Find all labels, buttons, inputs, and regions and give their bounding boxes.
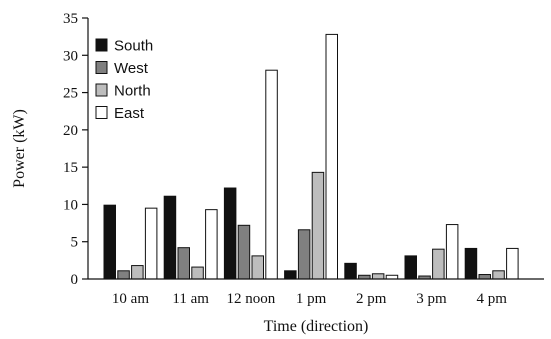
bar-east-2 xyxy=(265,69,278,280)
y-tick-label: 20 xyxy=(63,123,78,139)
y-tick-label: 15 xyxy=(63,160,78,176)
legend-swatch-north xyxy=(95,83,108,97)
bar-north-6 xyxy=(492,270,505,280)
x-tick-label: 11 am xyxy=(172,291,209,307)
bar-west-6 xyxy=(478,274,491,280)
x-tick-label: 12 noon xyxy=(226,291,275,307)
bar-south-5 xyxy=(404,255,417,280)
x-tick-label: 1 pm xyxy=(296,291,327,307)
legend-label-south: South xyxy=(114,38,153,55)
x-axis-title: Time (direction) xyxy=(264,318,369,335)
bar-north-3 xyxy=(311,171,325,280)
bar-east-3 xyxy=(325,33,338,280)
x-tick-label: 2 pm xyxy=(356,291,387,307)
bar-east-1 xyxy=(205,209,218,280)
legend-swatch-east xyxy=(95,106,108,119)
y-axis-ticks: 0 5 10 15 20 25 30 35 xyxy=(63,11,88,288)
y-tick-label: 25 xyxy=(63,86,78,102)
x-tick-label: 10 am xyxy=(112,291,149,307)
bar-north-5 xyxy=(432,248,445,280)
legend-swatch-west xyxy=(95,61,108,74)
legend-label-east: East xyxy=(114,105,145,122)
bar-south-3 xyxy=(284,270,297,280)
y-tick-label: 30 xyxy=(63,48,78,64)
y-tick-label: 5 xyxy=(71,235,79,251)
legend-label-north: North xyxy=(114,83,151,100)
y-tick-label: 35 xyxy=(63,11,78,27)
bar-west-1 xyxy=(177,247,190,280)
bar-east-6 xyxy=(506,247,519,280)
y-tick-label: 0 xyxy=(71,272,79,288)
bar-south-4 xyxy=(344,262,357,280)
legend: South West North East xyxy=(95,38,153,122)
bar-south-0 xyxy=(103,204,116,280)
x-tick-label: 4 pm xyxy=(476,291,507,307)
bar-east-5 xyxy=(445,224,459,280)
bar-north-0 xyxy=(131,265,144,280)
y-axis-title: Power (kW) xyxy=(11,109,28,188)
bar-east-0 xyxy=(144,207,158,280)
legend-label-west: West xyxy=(114,60,149,77)
bar-west-0 xyxy=(117,270,130,280)
bar-south-1 xyxy=(163,195,177,280)
bar-west-3 xyxy=(297,229,311,280)
bar-north-4 xyxy=(371,273,385,280)
bar-west-2 xyxy=(237,224,251,280)
x-tick-label: 3 pm xyxy=(416,291,447,307)
y-tick-label: 10 xyxy=(63,197,78,213)
bars xyxy=(103,33,519,280)
bar-north-2 xyxy=(251,255,264,280)
bar-south-2 xyxy=(223,187,237,280)
bar-south-6 xyxy=(464,247,478,280)
x-axis-ticks: 10 am 11 am 12 noon 1 pm 2 pm 3 pm 4 pm xyxy=(112,291,507,307)
bar-north-1 xyxy=(191,266,204,280)
legend-swatch-south xyxy=(95,38,108,52)
